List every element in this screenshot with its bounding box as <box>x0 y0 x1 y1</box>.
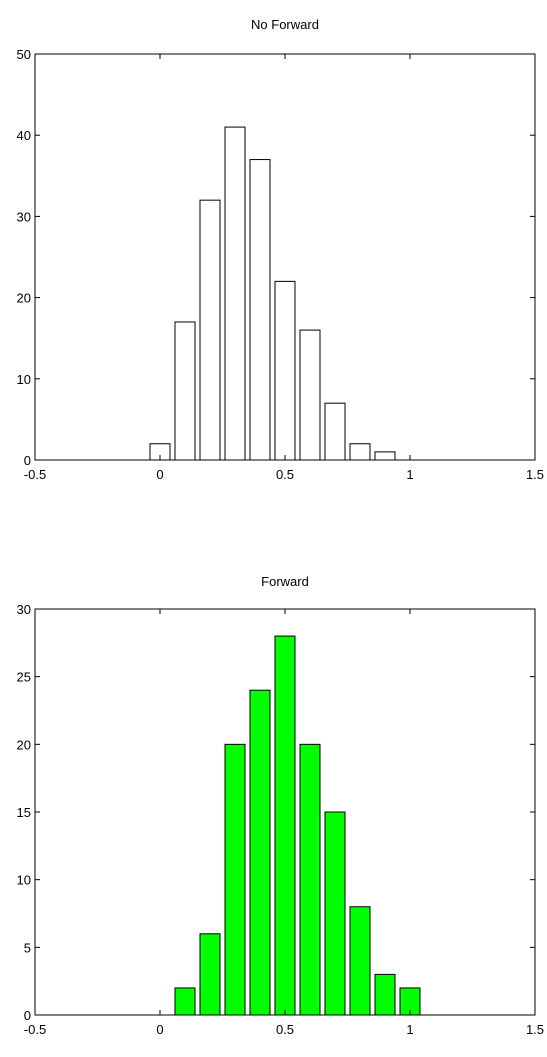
bar-0.7 <box>324 402 346 461</box>
y-tick-label: 30 <box>17 602 31 617</box>
y-tick-label: 10 <box>17 873 31 888</box>
y-tick-label: 20 <box>17 291 31 306</box>
x-tick-label: 1 <box>406 1022 413 1037</box>
x-tick-label: -0.5 <box>24 467 46 482</box>
y-tick-label: 30 <box>17 209 31 224</box>
bar-0.8 <box>349 906 371 1016</box>
bar-0.3 <box>224 126 246 461</box>
bar-0.2 <box>199 199 221 461</box>
bar-0.4 <box>249 689 271 1016</box>
x-tick-label: -0.5 <box>24 1022 46 1037</box>
bar-0.1 <box>174 987 196 1016</box>
bar-0.5 <box>274 280 296 461</box>
bar-0.6 <box>299 329 321 461</box>
bar-0.6 <box>299 743 321 1016</box>
bar-0.8 <box>349 443 371 461</box>
bar-0.1 <box>174 321 196 461</box>
bar-0.7 <box>324 811 346 1016</box>
x-tick-label: 0.5 <box>276 1022 294 1037</box>
bar-0.3 <box>224 743 246 1016</box>
chart-title: No Forward <box>251 17 319 32</box>
bar-0.4 <box>249 159 271 461</box>
y-tick-label: 10 <box>17 372 31 387</box>
y-tick-label: 5 <box>24 940 31 955</box>
x-tick-label: 1.5 <box>526 467 544 482</box>
bar-0.9 <box>374 451 396 461</box>
x-tick-label: 0.5 <box>276 467 294 482</box>
y-tick-label: 50 <box>17 47 31 62</box>
y-tick-label: 0 <box>24 1008 31 1023</box>
bar-0.2 <box>199 933 221 1016</box>
y-tick-label: 20 <box>17 737 31 752</box>
y-tick-label: 0 <box>24 453 31 468</box>
bar-group <box>149 126 396 461</box>
x-tick-label: 1 <box>406 467 413 482</box>
y-tick-label: 15 <box>17 805 31 820</box>
chart-title: Forward <box>261 574 309 589</box>
bar-0.5 <box>274 635 296 1016</box>
y-tick-label: 25 <box>17 670 31 685</box>
y-tick-label: 40 <box>17 128 31 143</box>
x-tick-label: 0 <box>156 1022 163 1037</box>
bar-group <box>174 635 421 1016</box>
x-tick-label: 0 <box>156 467 163 482</box>
x-tick-label: 1.5 <box>526 1022 544 1037</box>
bar-0.9 <box>374 973 396 1016</box>
